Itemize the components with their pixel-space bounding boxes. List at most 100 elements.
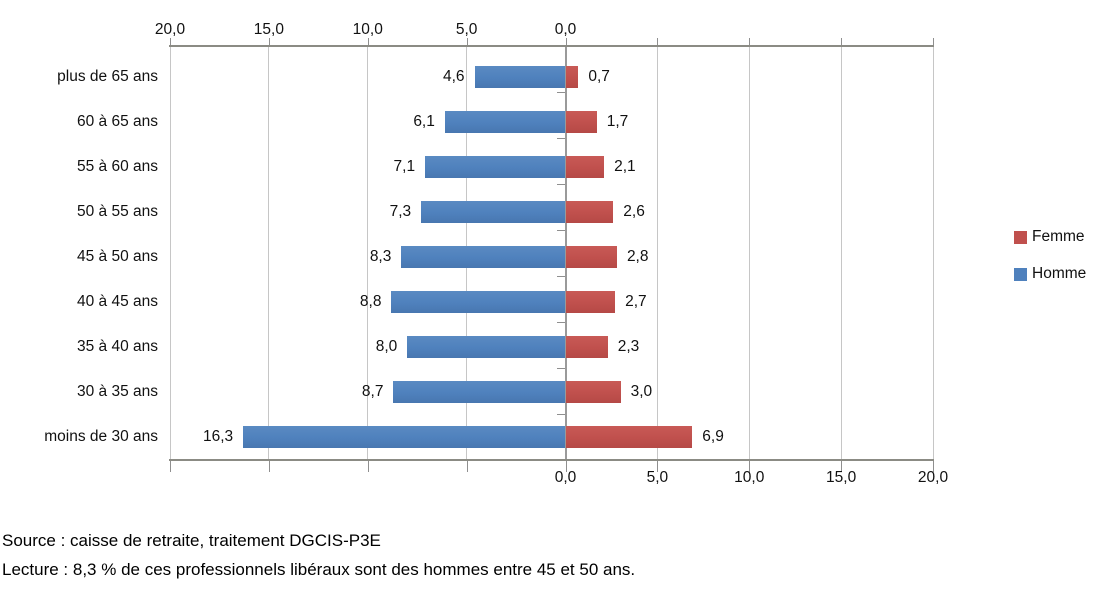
top-axis-label: 0,0 — [554, 21, 577, 38]
category-label: 50 à 55 ans — [76, 202, 158, 220]
legend-swatch-homme — [1014, 267, 1027, 281]
bar-value-label-femme: 3,0 — [630, 382, 653, 400]
bar-femme — [565, 380, 621, 403]
gridline — [840, 46, 842, 460]
category-boundary-tick — [556, 368, 565, 369]
category-label: moins de 30 ans — [44, 427, 158, 445]
gridline — [169, 46, 171, 460]
axis-tick — [367, 38, 369, 45]
top-axis-label: 15,0 — [253, 21, 284, 38]
bar-value-label-homme: 8,3 — [369, 247, 392, 265]
top-axis-label: 10,0 — [352, 21, 383, 38]
axis-tick — [170, 461, 171, 472]
category-boundary-tick — [556, 276, 565, 277]
bar-value-label-homme: 7,1 — [393, 157, 416, 175]
bar-femme — [565, 290, 616, 313]
category-boundary-tick — [556, 138, 565, 139]
bar-value-label-femme: 2,8 — [626, 247, 649, 265]
axis-tick — [933, 461, 934, 472]
bar-value-label-homme: 7,3 — [389, 202, 412, 220]
bar-value-label-homme: 16,3 — [203, 427, 234, 445]
gridline — [748, 46, 750, 460]
bar-femme — [565, 425, 693, 448]
bar-homme — [401, 245, 566, 268]
bar-homme — [421, 200, 566, 223]
gridline — [367, 46, 369, 460]
axis-tick — [933, 38, 934, 45]
category-boundary-tick — [556, 322, 565, 323]
legend-label: Homme — [1032, 265, 1087, 282]
bar-femme — [565, 155, 605, 178]
bottom-axis-label: 15,0 — [826, 469, 857, 486]
bottom-axis-label: 0,0 — [554, 469, 577, 486]
bar-value-label-homme: 6,1 — [413, 112, 435, 130]
axis-tick — [657, 38, 659, 45]
legend-item-femme: Femme — [1014, 228, 1085, 246]
legend-swatch-femme — [1014, 230, 1027, 244]
bar-homme — [391, 290, 566, 313]
chart-notes: Source : caisse de retraite, traitement … — [2, 526, 635, 584]
bar-homme — [425, 155, 566, 178]
category-boundary-tick — [556, 92, 565, 93]
bar-value-label-homme: 4,6 — [442, 67, 465, 85]
gridline — [656, 46, 658, 460]
bar-femme — [565, 65, 579, 88]
axis-tick — [565, 38, 567, 45]
bar-homme — [474, 65, 566, 88]
source-note: Source : caisse de retraite, traitement … — [2, 531, 381, 550]
category-label: 40 à 45 ans — [76, 292, 158, 310]
axis-tick — [170, 38, 171, 45]
bottom-axis-label: 20,0 — [917, 469, 949, 486]
gridline — [268, 46, 270, 460]
bar-value-label-femme: 2,7 — [625, 292, 647, 310]
bar-value-label-femme: 0,7 — [588, 67, 610, 85]
axis-tick — [466, 38, 468, 45]
category-label: 55 à 60 ans — [76, 157, 158, 175]
axis-tick — [657, 461, 659, 472]
axis-tick — [841, 38, 843, 45]
bar-femme — [565, 335, 608, 358]
category-boundary-tick — [556, 414, 565, 415]
bar-homme — [243, 425, 566, 448]
axis-tick — [268, 461, 270, 472]
axis-tick — [749, 38, 751, 45]
legend-item-homme: Homme — [1014, 265, 1086, 283]
axis-tick — [466, 461, 468, 472]
top-axis-line — [169, 45, 934, 47]
bar-value-label-femme: 6,9 — [702, 427, 724, 445]
bar-femme — [565, 110, 597, 133]
bar-value-label-femme: 1,7 — [606, 112, 629, 130]
category-boundary-tick — [556, 230, 565, 231]
bottom-axis-line — [169, 459, 934, 461]
bottom-axis-label: 10,0 — [734, 469, 765, 486]
legend-label: Femme — [1032, 228, 1085, 245]
category-label: 45 à 50 ans — [76, 247, 158, 265]
bottom-axis-label: 5,0 — [646, 469, 669, 486]
axis-tick — [749, 461, 751, 472]
bar-value-label-homme: 8,0 — [375, 337, 398, 355]
category-label: plus de 65 ans — [57, 67, 158, 85]
bar-femme — [565, 200, 614, 223]
bar-value-label-femme: 2,3 — [617, 337, 640, 355]
top-axis-label: 20,0 — [154, 21, 186, 38]
bar-value-label-homme: 8,8 — [359, 292, 382, 310]
category-boundary-tick — [556, 184, 565, 185]
bar-homme — [407, 335, 566, 358]
axis-tick — [841, 461, 843, 472]
bar-value-label-femme: 2,1 — [614, 157, 636, 175]
category-label: 60 à 65 ans — [76, 112, 158, 130]
top-axis-label: 5,0 — [455, 21, 478, 38]
bar-value-label-femme: 2,6 — [623, 202, 645, 220]
category-label: 35 à 40 ans — [76, 337, 158, 355]
bar-homme — [393, 380, 566, 403]
lecture-note: Lecture : 8,3 % de ces professionnels li… — [2, 560, 636, 579]
axis-tick — [268, 38, 270, 45]
axis-tick — [367, 461, 369, 472]
bar-femme — [565, 245, 617, 268]
bar-homme — [444, 110, 566, 133]
category-label: 30 à 35 ans — [76, 382, 158, 400]
axis-tick — [565, 461, 567, 472]
gridline — [932, 46, 934, 460]
bar-value-label-homme: 8,7 — [361, 382, 384, 400]
